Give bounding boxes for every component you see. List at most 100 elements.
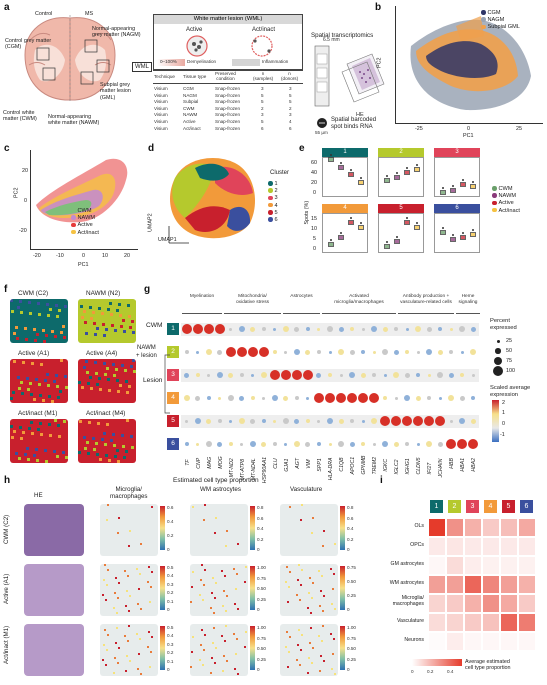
h-spot bbox=[210, 607, 212, 609]
g-dot bbox=[350, 419, 355, 423]
h-spot bbox=[151, 506, 153, 508]
g-dot bbox=[206, 418, 212, 424]
e-box bbox=[394, 239, 400, 245]
f-spot bbox=[99, 458, 102, 461]
g-dot bbox=[470, 349, 477, 355]
f-spot bbox=[22, 361, 25, 364]
h-spot bbox=[236, 638, 238, 640]
g-dot bbox=[383, 373, 387, 377]
h-spot bbox=[289, 506, 291, 508]
e-point bbox=[350, 217, 352, 220]
table-header: n (samples) bbox=[253, 71, 274, 82]
table-header: n (donors) bbox=[281, 71, 299, 82]
f-spot bbox=[18, 387, 21, 390]
h-spot bbox=[116, 612, 118, 614]
h-spot bbox=[288, 586, 290, 588]
h-scale-tick: 0.75 bbox=[257, 635, 266, 641]
h-spot bbox=[215, 582, 217, 584]
h-spot bbox=[137, 668, 139, 670]
h-scale-tick: 0 bbox=[257, 547, 260, 552]
legend-c-item: CWM bbox=[71, 208, 99, 215]
f-spot bbox=[115, 368, 118, 371]
e-point bbox=[330, 238, 332, 241]
h-spot bbox=[127, 640, 129, 642]
f-spot bbox=[81, 386, 84, 389]
f-spot bbox=[48, 423, 51, 426]
f-spot bbox=[132, 331, 135, 334]
i-cell bbox=[482, 632, 500, 651]
g-dot bbox=[460, 350, 464, 354]
i-cell bbox=[482, 575, 500, 594]
g-dot bbox=[305, 327, 310, 331]
f-spot bbox=[86, 371, 89, 374]
h-spot bbox=[301, 634, 303, 636]
h-col-label: WM astrocytes bbox=[200, 486, 241, 493]
f-spot bbox=[16, 337, 19, 340]
g-gene-label: JCHAIN bbox=[438, 458, 445, 478]
table-cell: Visium bbox=[154, 112, 168, 118]
e-facet-header: 5 bbox=[378, 204, 424, 213]
g-size-dot bbox=[494, 357, 502, 365]
g-dot bbox=[426, 441, 433, 447]
g-dot bbox=[391, 416, 402, 426]
f-spot bbox=[65, 456, 68, 459]
h-spot bbox=[234, 668, 236, 670]
h-spot bbox=[237, 543, 239, 545]
f-spot bbox=[101, 312, 104, 315]
e-box bbox=[450, 187, 456, 193]
f-spot bbox=[42, 329, 45, 332]
c-ytick: -20 bbox=[19, 228, 27, 234]
table-cell: 5 bbox=[261, 99, 264, 105]
i-col-badge: 4 bbox=[484, 500, 497, 513]
h-spot bbox=[128, 625, 130, 627]
h-spot bbox=[140, 673, 142, 675]
f-spot bbox=[56, 455, 59, 458]
f-spot bbox=[41, 444, 44, 447]
i-col-badge: 5 bbox=[502, 500, 515, 513]
f-spot bbox=[33, 398, 36, 401]
g-dot bbox=[336, 393, 347, 403]
table-cell: 2 bbox=[261, 105, 264, 111]
g-dot bbox=[181, 324, 192, 334]
table-cell: NAWM bbox=[183, 112, 198, 118]
pca-scatter-b bbox=[410, 16, 531, 111]
i-cell bbox=[464, 537, 482, 556]
i-cell bbox=[500, 613, 518, 632]
f-spot bbox=[127, 430, 130, 433]
i-cell bbox=[482, 613, 500, 632]
g-group-label: Astrocytes bbox=[290, 294, 313, 299]
legend-e-marker bbox=[492, 186, 497, 191]
g-row-lesion: Lesion bbox=[143, 377, 163, 384]
f-spot bbox=[55, 304, 58, 307]
h-scale-tick: 0.2 bbox=[167, 650, 174, 656]
f-tile-title: NAWM (N2) bbox=[86, 290, 121, 297]
f-spot bbox=[105, 454, 108, 457]
f-spot bbox=[27, 388, 30, 391]
h-spot bbox=[118, 517, 120, 519]
h-scale-tick: 0 bbox=[347, 607, 350, 612]
g-gene-label: IGLC2 bbox=[394, 459, 401, 475]
f-spot bbox=[83, 436, 86, 439]
e-facet-header: 2 bbox=[378, 148, 424, 157]
c-ytick: 20 bbox=[22, 168, 28, 174]
f-spot bbox=[37, 428, 40, 431]
e-box bbox=[338, 234, 344, 240]
f-spot bbox=[39, 422, 42, 425]
h-spot bbox=[237, 673, 239, 675]
i-cell bbox=[428, 632, 446, 651]
f-spot bbox=[110, 439, 113, 442]
legend-c-marker bbox=[71, 215, 76, 220]
h-spot bbox=[212, 577, 214, 579]
h-scale-tick: 0 bbox=[347, 547, 350, 552]
f-spot bbox=[24, 327, 27, 330]
i-cell bbox=[446, 632, 464, 651]
i-cell bbox=[518, 632, 536, 651]
panel-label-i: i bbox=[380, 475, 383, 486]
g-group-line bbox=[456, 313, 480, 314]
legend-e-item: Act/inact bbox=[492, 208, 520, 215]
f-spot bbox=[45, 460, 48, 463]
h-scale-tick: 0.4 bbox=[257, 526, 264, 531]
g-dot bbox=[225, 347, 236, 357]
i-cell bbox=[518, 613, 536, 632]
g-gene-label: CLU bbox=[272, 458, 279, 469]
